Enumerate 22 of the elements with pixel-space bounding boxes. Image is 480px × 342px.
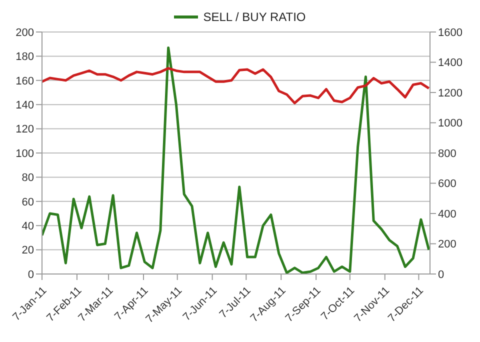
y2-tick-label: 600 (438, 178, 456, 190)
y2-tick-label: 1000 (438, 118, 462, 130)
y-tick-label: 40 (22, 220, 34, 233)
y2-tick-label: 0 (438, 268, 444, 281)
y-tick-label: 60 (22, 196, 34, 208)
y2-tick-label: 200 (438, 238, 456, 251)
y-tick-label: 180 (16, 51, 34, 64)
y-tick-label: 20 (22, 244, 34, 257)
y-tick-label: 200 (16, 26, 34, 39)
y2-tick-label: 1400 (438, 57, 462, 70)
y2-tick-label: 400 (438, 208, 456, 220)
y-tick-label: 0 (28, 268, 34, 281)
y-tick-label: 100 (16, 148, 34, 160)
y2-tick-label: 1600 (438, 26, 462, 39)
line-series (42, 67, 430, 104)
y2-tick-label: 800 (438, 148, 456, 160)
legend-label: SELL / BUY RATIO (203, 10, 306, 24)
y-tick-label: 120 (16, 124, 34, 136)
y-tick-label: 80 (22, 172, 34, 184)
y2-tick-label: 1200 (438, 87, 462, 100)
y-tick-label: 160 (16, 75, 34, 88)
y-tick-label: 140 (16, 100, 34, 112)
